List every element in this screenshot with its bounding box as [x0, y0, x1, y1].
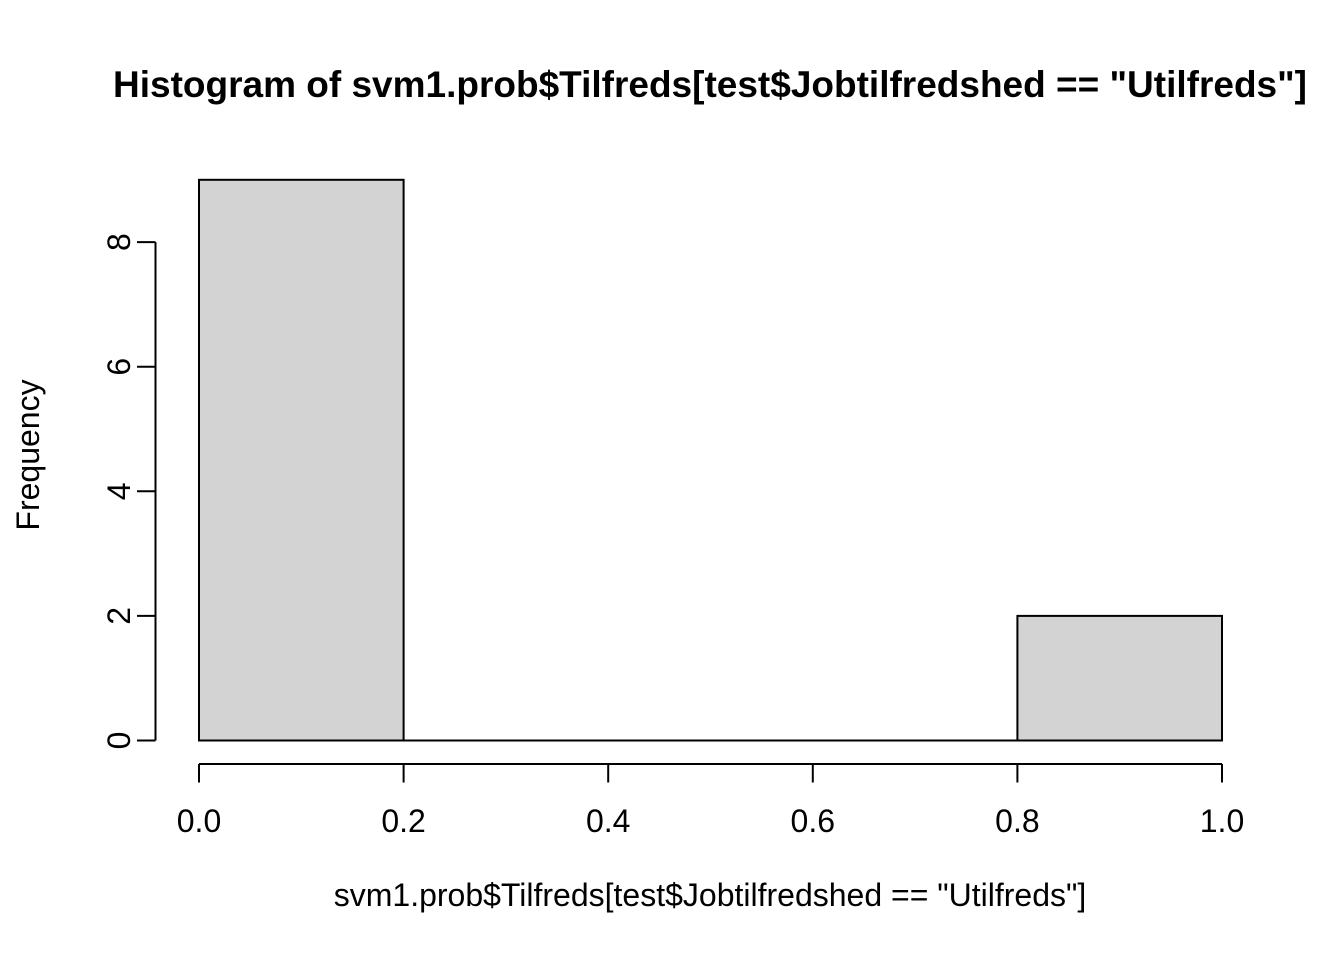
histogram-bar — [198, 178, 405, 742]
plot-generated: 0 2 4 6 8 0.0 0.2 0.4 0.6 0.8 1.0 — [101, 178, 1244, 839]
y-tick-label: 2 — [101, 607, 137, 625]
y-tick-label: 4 — [101, 482, 137, 500]
y-tick-label: 0 — [101, 732, 137, 750]
y-tick-label: 6 — [101, 358, 137, 376]
x-tick-label: 1.0 — [1200, 803, 1244, 839]
histogram-bar — [1016, 614, 1224, 742]
x-tick-label: 0.2 — [381, 803, 425, 839]
x-tick-label: 0.4 — [586, 803, 630, 839]
x-tick-label: 0.8 — [995, 803, 1039, 839]
x-tick-label: 0.0 — [177, 803, 221, 839]
chart-title: Histogram of svm1.prob$Tilfreds[test$Job… — [113, 64, 1307, 105]
x-tick-label: 0.6 — [791, 803, 835, 839]
y-tick-label: 8 — [101, 233, 137, 251]
x-axis-label: svm1.prob$Tilfreds[test$Jobtilfredshed =… — [334, 877, 1087, 913]
y-axis-label: Frequency — [10, 379, 46, 530]
